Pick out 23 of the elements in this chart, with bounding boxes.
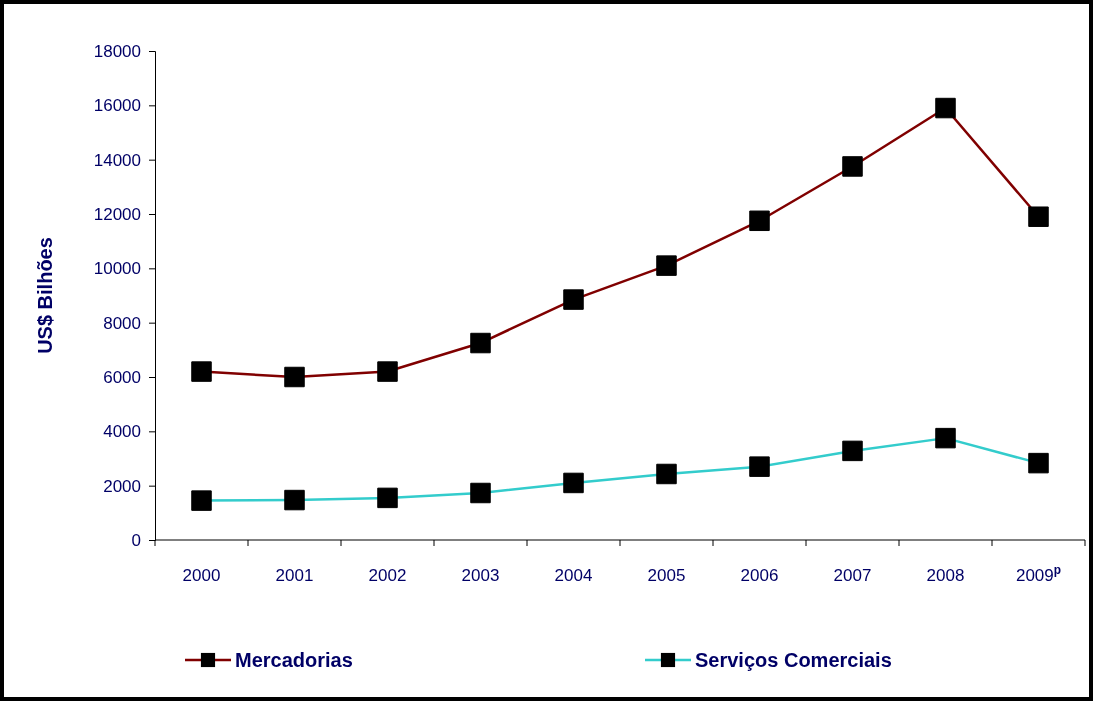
x-tick-label: 2004 [554, 566, 593, 585]
y-tick-label: 14000 [93, 150, 141, 170]
y-axis-title: US$ Bilhões [34, 237, 56, 354]
x-tick-label: 2002 [368, 566, 407, 585]
x-tick-label: 2005 [647, 566, 686, 585]
x-tick-label: 2000 [182, 566, 221, 585]
y-tick-label: 16000 [93, 96, 141, 116]
x-tick-label: 2006 [740, 566, 779, 585]
x-tick-label: 2001 [275, 566, 314, 585]
y-tick-label: 2000 [103, 476, 141, 496]
y-tick-label: 6000 [103, 367, 141, 387]
y-tick-label: 12000 [93, 204, 141, 224]
legend-label: Serviços Comerciais [695, 649, 892, 671]
y-tick-label: 8000 [103, 313, 141, 333]
y-tick-label: 10000 [93, 259, 141, 279]
y-tick-label: 0 [131, 530, 141, 550]
y-tick-label: 4000 [103, 422, 141, 442]
x-tick-label: 2003 [461, 566, 500, 585]
legend-label: Mercadorias [235, 649, 353, 671]
y-tick-label: 18000 [93, 41, 141, 61]
x-tick-label: 2008 [926, 566, 965, 585]
x-tick-label: 2007 [833, 566, 872, 585]
x-tick-label: 2009$^{p}$ [1015, 563, 1062, 585]
